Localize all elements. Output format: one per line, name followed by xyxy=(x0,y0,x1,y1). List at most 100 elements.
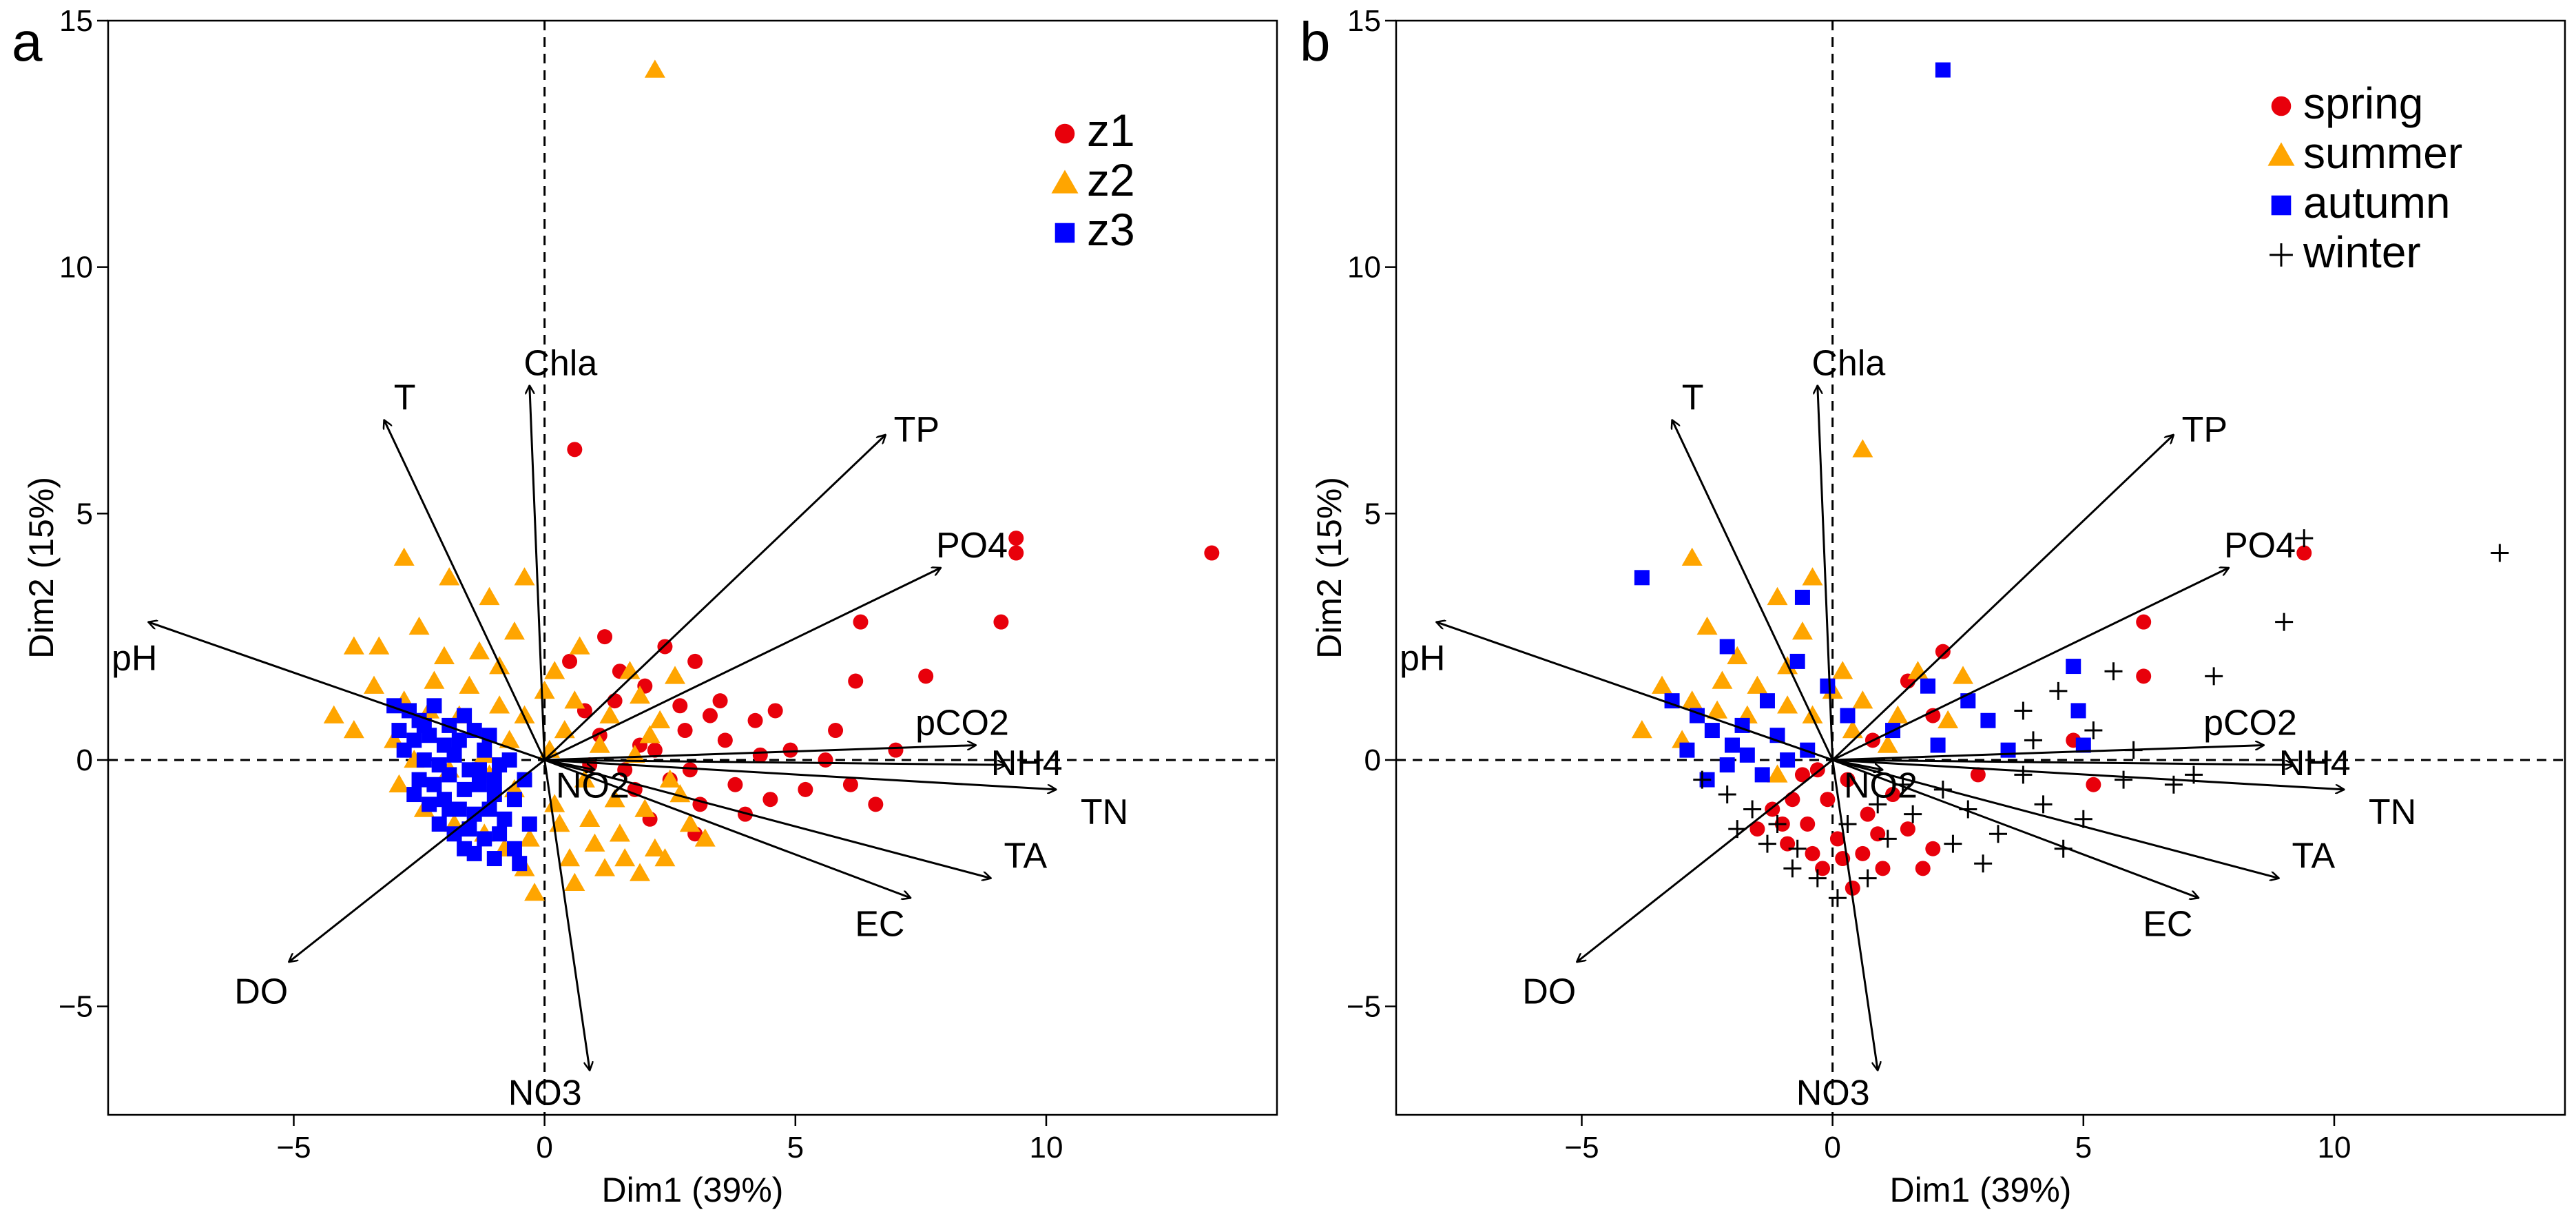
data-point-z2 xyxy=(544,661,565,679)
data-point-z1 xyxy=(747,712,763,728)
data-point-z1 xyxy=(687,653,703,669)
data-point-z3 xyxy=(396,742,412,758)
data-point-z1 xyxy=(1008,531,1024,546)
loading-vector-tp xyxy=(1831,435,2174,761)
data-point-z1 xyxy=(762,792,778,808)
data-point-winter xyxy=(2164,775,2183,794)
data-point-autumn xyxy=(2070,703,2086,719)
data-point-autumn xyxy=(1780,752,1796,768)
data-point-summer xyxy=(1696,616,1718,635)
data-point-autumn xyxy=(1840,708,1856,723)
data-point-z2 xyxy=(393,547,415,566)
data-point-z2 xyxy=(388,774,410,792)
data-point-spring xyxy=(1925,841,1941,856)
data-point-z2 xyxy=(624,744,645,763)
vector-label: Chla xyxy=(523,343,597,383)
vector-label: NO3 xyxy=(508,1074,582,1113)
panel-label: b xyxy=(1300,11,1331,72)
vector-label: DO xyxy=(1522,972,1576,1011)
data-point-z2 xyxy=(524,883,546,901)
data-point-spring xyxy=(1840,772,1856,788)
data-point-z2 xyxy=(599,705,621,723)
data-point-z1 xyxy=(672,698,688,714)
data-point-z3 xyxy=(521,816,537,832)
y-tick-label: −5 xyxy=(59,990,93,1024)
data-point-z3 xyxy=(486,787,502,803)
data-point-z3 xyxy=(461,821,477,837)
data-point-z3 xyxy=(486,772,502,788)
x-tick-label: −5 xyxy=(1564,1131,1599,1164)
data-point-winter xyxy=(2049,681,2068,700)
data-point-autumn xyxy=(1719,639,1735,655)
data-point-winter xyxy=(1974,854,1993,873)
x-tick-label: 10 xyxy=(2317,1131,2351,1164)
data-point-z1 xyxy=(1204,545,1220,561)
data-point-summer xyxy=(1832,661,1853,679)
data-point-spring xyxy=(1875,861,1891,876)
data-point-z3 xyxy=(426,698,442,714)
data-point-autumn xyxy=(1704,723,1720,739)
data-point-autumn xyxy=(1724,737,1740,753)
data-point-z1 xyxy=(798,781,813,797)
y-tick-label: −5 xyxy=(1347,990,1381,1024)
data-point-z3 xyxy=(471,762,487,778)
legend-label-z3: z3 xyxy=(1087,204,1135,255)
vector-label: pH xyxy=(112,639,157,679)
data-point-z3 xyxy=(442,767,457,783)
data-point-z2 xyxy=(514,705,535,723)
vector-label: pCO2 xyxy=(915,703,1009,743)
data-point-summer xyxy=(1767,764,1788,783)
data-point-z3 xyxy=(492,826,508,842)
data-point-autumn xyxy=(1754,767,1770,783)
data-point-summer xyxy=(1652,675,1673,694)
legend-marker-summer xyxy=(2267,142,2295,166)
data-point-z3 xyxy=(431,816,447,832)
data-point-z2 xyxy=(659,769,681,788)
data-point-winter xyxy=(1788,839,1807,858)
data-point-summer xyxy=(1802,705,1823,723)
y-tick-label: 15 xyxy=(1347,4,1381,38)
data-point-autumn xyxy=(1920,678,1936,694)
data-point-z2 xyxy=(564,690,585,709)
data-point-z3 xyxy=(457,781,472,797)
data-point-winter xyxy=(2491,544,2509,562)
y-tick-label: 15 xyxy=(59,4,93,38)
loading-vector-nh4 xyxy=(544,759,1006,765)
vector-label: NO3 xyxy=(1796,1074,1870,1113)
data-point-spring xyxy=(1855,845,1871,861)
data-point-z2 xyxy=(634,799,656,817)
data-point-summer xyxy=(1681,690,1703,709)
data-point-summer xyxy=(1707,700,1728,719)
data-point-spring xyxy=(2136,668,2152,684)
data-point-z2 xyxy=(343,720,364,739)
data-point-spring xyxy=(1860,806,1876,822)
data-point-z2 xyxy=(630,685,651,704)
x-axis-title: Dim1 (39%) xyxy=(602,1171,784,1209)
panel-b-biplot: −5 0 5 10 −5 0 5 10 15 Dim1 (39%) Dim2 (15%) b Chla T… xyxy=(1300,4,2566,1209)
data-point-z3 xyxy=(446,747,462,763)
loading-vector-tn xyxy=(1832,759,2345,790)
data-point-z2 xyxy=(644,838,665,856)
vector-label: NO2 xyxy=(1844,766,1918,805)
data-point-z1 xyxy=(868,797,884,812)
data-point-spring xyxy=(1749,821,1765,837)
data-point-z2 xyxy=(424,670,445,689)
data-point-summer xyxy=(1852,690,1873,709)
data-point-winter xyxy=(2074,810,2092,828)
data-point-autumn xyxy=(1719,757,1735,773)
data-point-z1 xyxy=(848,673,864,689)
data-point-z3 xyxy=(457,708,472,723)
loading-vector-do xyxy=(1577,759,1834,962)
data-point-z2 xyxy=(584,833,605,852)
data-point-autumn xyxy=(1930,737,1946,753)
vector-label: PO4 xyxy=(936,526,1008,566)
data-point-z3 xyxy=(477,831,492,847)
data-point-z3 xyxy=(497,811,512,827)
data-point-summer xyxy=(1938,710,1959,728)
data-point-z2 xyxy=(559,848,581,867)
plot-frame xyxy=(107,19,1278,1116)
data-point-z2 xyxy=(503,621,525,640)
data-point-z1 xyxy=(727,777,743,792)
